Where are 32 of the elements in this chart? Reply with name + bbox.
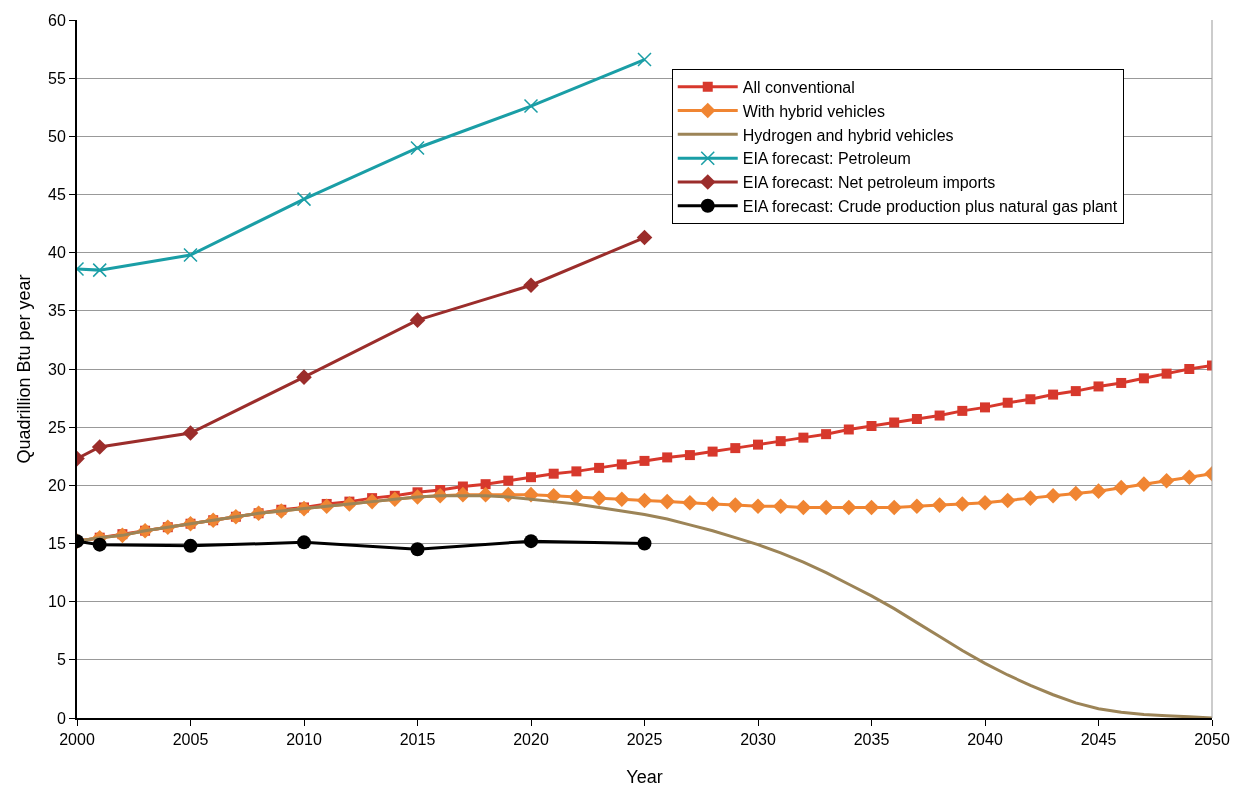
y-tick-label: 45	[48, 186, 66, 204]
x-tick-label: 2045	[1080, 731, 1117, 749]
legend-label: Hydrogen and hybrid vehicles	[742, 126, 954, 144]
y-tick-label: 20	[48, 476, 66, 494]
x-tick-label: 2030	[740, 731, 776, 749]
y-axis-title: Quadrillion Btu per year	[14, 274, 34, 464]
y-tick-label: 35	[48, 302, 66, 320]
x-tick-label: 2010	[286, 731, 322, 749]
legend-label: All conventional	[742, 79, 855, 96]
y-tick-label: 0	[56, 709, 66, 727]
x-tick-label: 2050	[1194, 731, 1230, 749]
x-tick-label: 2040	[967, 731, 1003, 749]
x-tick-label: 2015	[399, 731, 436, 749]
x-tick-label: 2025	[626, 731, 663, 749]
legend-label: With hybrid vehicles	[742, 102, 886, 120]
x-axis-title: Year	[626, 767, 663, 787]
y-tick-label: 50	[48, 127, 66, 145]
y-tick-label: 5	[56, 651, 66, 669]
x-tick-label: 2035	[853, 731, 890, 749]
legend-label: EIA forecast: Petroleum	[742, 150, 911, 168]
legend-label: EIA forecast: Net petroleum imports	[742, 174, 996, 192]
x-tick-label: 2020	[513, 731, 549, 749]
y-tick-label: 10	[48, 593, 66, 611]
y-tick-label: 40	[48, 244, 66, 262]
x-tick-label: 2005	[172, 731, 209, 749]
y-tick-label: 15	[48, 535, 66, 553]
y-tick-label: 25	[48, 418, 66, 436]
legend-label: EIA forecast: Crude production plus natural gas plant	[742, 198, 1118, 215]
y-tick-label: 60	[48, 11, 66, 29]
x-tick-label: 2000	[59, 731, 95, 749]
y-tick-label: 30	[48, 360, 66, 378]
y-tick-label: 55	[48, 69, 66, 87]
